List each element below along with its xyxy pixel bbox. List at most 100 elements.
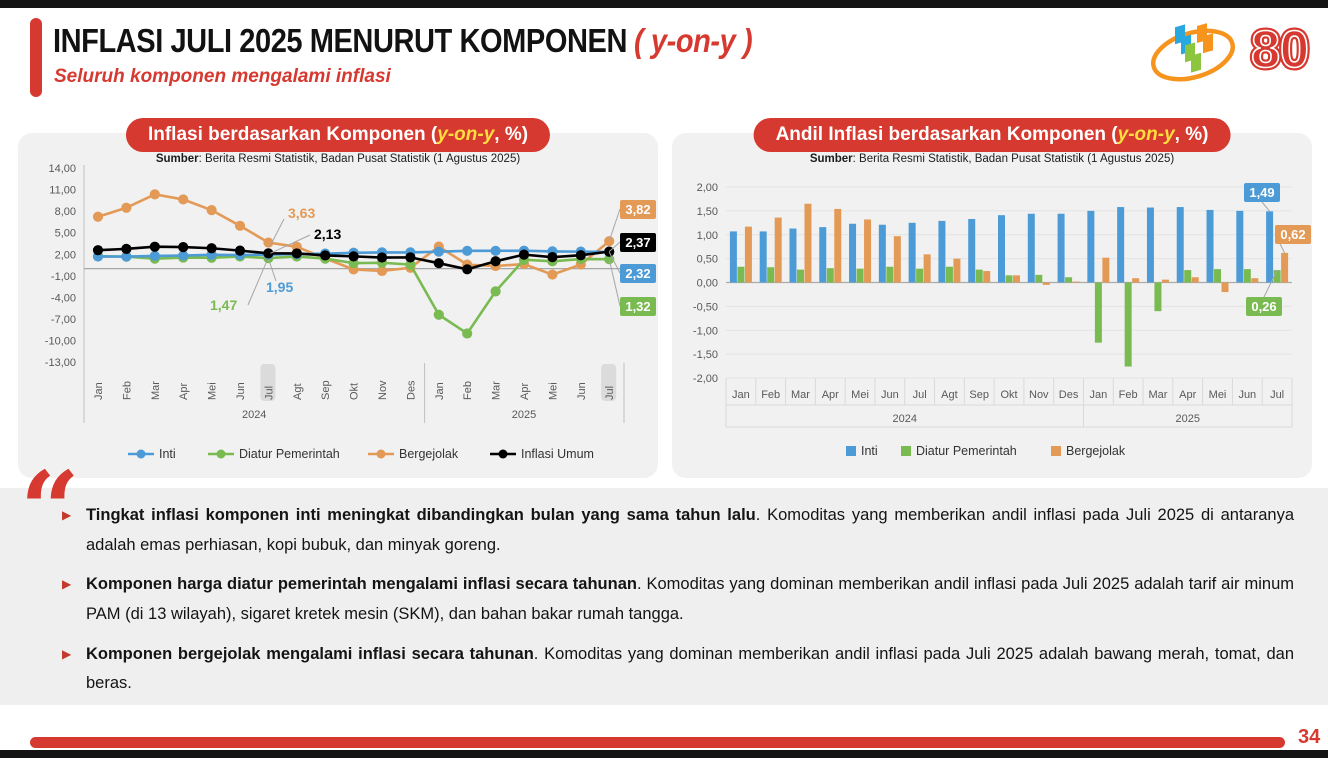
svg-text:-13,00: -13,00 <box>45 357 76 369</box>
svg-text:-0,50: -0,50 <box>693 301 718 313</box>
bullet-arrow-icon: ▶ <box>62 508 72 522</box>
svg-text:-7,00: -7,00 <box>51 314 76 326</box>
svg-text:2,00: 2,00 <box>697 182 718 194</box>
svg-text:1,47: 1,47 <box>210 297 237 313</box>
svg-text:Jul: Jul <box>913 389 927 401</box>
bullet-diatur-pemerintah: ▶ Komponen harga diatur pemerintah mengal… <box>62 570 1294 629</box>
svg-text:2025: 2025 <box>512 409 536 421</box>
page-title-accent: ( y-on-y ) <box>634 22 753 59</box>
svg-text:Nov: Nov <box>1029 389 1049 401</box>
bullet-arrow-icon: ▶ <box>62 646 72 661</box>
svg-text:Apr: Apr <box>519 383 531 400</box>
svg-text:0,26: 0,26 <box>1251 299 1276 314</box>
svg-text:Jan: Jan <box>732 389 750 401</box>
bullet-rest-text: . Komoditas yang memberikan andil inflas… <box>86 506 1294 554</box>
bar-chart-title-suffix: , %) <box>1174 124 1209 145</box>
svg-text:-1,00: -1,00 <box>693 325 718 337</box>
svg-text:Jan: Jan <box>434 382 446 400</box>
line-chart-legend: Inti Diatur Pemerintah Bergejolak Inflasi U… <box>128 447 594 461</box>
80-badge: 80 80 <box>1248 18 1312 82</box>
svg-text:Jun: Jun <box>576 382 588 400</box>
bullet-arrow-icon: ▶ <box>62 577 72 592</box>
series-diatur <box>92 251 615 339</box>
bars-inti <box>729 207 1274 283</box>
svg-text:0,62: 0,62 <box>1280 227 1305 242</box>
line-chart-callouts: 3,63 2,13 1,95 1,47 3,82 2,37 2,32 1,32 <box>210 200 656 316</box>
svg-text:0,00: 0,00 <box>697 278 718 290</box>
svg-text:Jul: Jul <box>263 386 275 400</box>
summary-bullets: ▶ Tingkat inflasi komponen inti meningkat… <box>62 501 1294 709</box>
bar-chart-canvas: 2,00 1,50 1,00 0,50 0,00 -0,50 -1,00 -1,50 -2,00… <box>693 182 1311 458</box>
svg-text:Mei: Mei <box>1209 389 1227 401</box>
svg-text:Inti: Inti <box>159 447 176 461</box>
svg-text:-4,00: -4,00 <box>51 292 76 304</box>
svg-text:Feb: Feb <box>462 381 474 400</box>
bar-chart-title-yoy: y-on-y <box>1117 124 1175 145</box>
svg-text:Jul: Jul <box>604 386 616 400</box>
bullet-inti: ▶ Tingkat inflasi komponen inti meningkat… <box>62 501 1294 560</box>
svg-text:Nov: Nov <box>377 380 389 400</box>
bar-chart-title: Andil Inflasi berdasarkan Komponen (y-on… <box>753 118 1231 152</box>
badge-outline: 80 <box>1251 21 1309 79</box>
bullet-rest-text: . Komoditas yang dominan memberikan andi… <box>86 644 1294 693</box>
bps-logo-swoosh <box>1151 28 1235 82</box>
bars-diatur <box>737 266 1281 367</box>
svg-text:2024: 2024 <box>242 409 266 421</box>
svg-text:Inflasi Umum: Inflasi Umum <box>521 447 594 461</box>
svg-text:Jun: Jun <box>881 389 899 401</box>
source-label: Sumber <box>809 153 853 165</box>
svg-text:Bergejolak: Bergejolak <box>1066 444 1126 458</box>
svg-text:Mei: Mei <box>207 382 219 400</box>
svg-text:0,50: 0,50 <box>697 254 718 266</box>
summary-section: “ ▶ Tingkat inflasi komponen inti meningk… <box>0 458 1328 705</box>
bar-chart-panel: Andil Inflasi berdasarkan Komponen (y-on… <box>672 118 1312 478</box>
svg-text:2024: 2024 <box>892 413 916 425</box>
svg-text:Mei: Mei <box>851 389 869 401</box>
badge-inline: 80 <box>1251 21 1309 79</box>
bullet-bergejolak: ▶ Komponen bergejolak mengalami inflasi s… <box>62 640 1294 699</box>
source-text: : Berita Resmi Statistik, Badan Pusat St… <box>198 153 521 165</box>
svg-text:5,00: 5,00 <box>55 228 76 240</box>
source-text: : Berita Resmi Statistik, Badan Pusat St… <box>852 153 1175 165</box>
svg-text:3,63: 3,63 <box>288 205 315 221</box>
svg-text:1,50: 1,50 <box>697 206 718 218</box>
page-title-text: INFLASI JULI 2025 MENURUT KOMPONEN <box>53 22 627 59</box>
svg-text:-2,00: -2,00 <box>693 373 718 385</box>
bar-chart-source: Sumber: Berita Resmi Statistik, Badan Pu… <box>672 153 1312 165</box>
source-label: Sumber <box>155 153 199 165</box>
svg-text:8,00: 8,00 <box>55 206 76 218</box>
svg-text:Apr: Apr <box>1179 389 1196 401</box>
svg-text:Diatur Pemerintah: Diatur Pemerintah <box>916 444 1017 458</box>
svg-text:Bergejolak: Bergejolak <box>399 447 459 461</box>
bar-chart-title-prefix: Andil Inflasi berdasarkan Komponen ( <box>775 124 1118 145</box>
svg-text:3,82: 3,82 <box>625 202 650 217</box>
quote-icon: “ <box>20 448 80 571</box>
svg-text:1,95: 1,95 <box>266 279 293 295</box>
svg-text:Okt: Okt <box>1000 389 1017 401</box>
svg-text:Okt: Okt <box>349 383 361 400</box>
svg-text:Des: Des <box>1059 389 1079 401</box>
svg-text:Mar: Mar <box>791 389 810 401</box>
svg-text:-1,50: -1,50 <box>693 349 718 361</box>
svg-text:-1,00: -1,00 <box>51 271 76 283</box>
svg-text:2025: 2025 <box>1175 413 1199 425</box>
page-subtitle: Seluruh komponen mengalami inflasi <box>54 66 391 87</box>
svg-text:Sep: Sep <box>320 380 332 400</box>
bar-chart-legend: Inti Diatur Pemerintah Bergejolak <box>846 444 1126 458</box>
line-chart-source: Sumber: Berita Resmi Statistik, Badan Pu… <box>18 153 658 165</box>
svg-text:Diatur Pemerintah: Diatur Pemerintah <box>239 447 340 461</box>
footer-accent-bar <box>30 737 1285 748</box>
svg-text:Jan: Jan <box>93 382 105 400</box>
svg-text:1,32: 1,32 <box>625 299 650 314</box>
bps-logo-bars <box>1175 23 1213 73</box>
svg-text:2,13: 2,13 <box>314 226 341 242</box>
svg-text:2,32: 2,32 <box>625 266 650 281</box>
svg-text:-10,00: -10,00 <box>45 336 76 348</box>
svg-text:Feb: Feb <box>1119 389 1138 401</box>
svg-text:Agt: Agt <box>292 383 304 400</box>
svg-text:Des: Des <box>405 380 417 400</box>
svg-text:Apr: Apr <box>822 389 839 401</box>
bullet-bold-text: Tingkat inflasi komponen inti meningkat … <box>86 506 756 524</box>
line-chart-title: Inflasi berdasarkan Komponen (y-on-y, %) <box>125 118 551 152</box>
